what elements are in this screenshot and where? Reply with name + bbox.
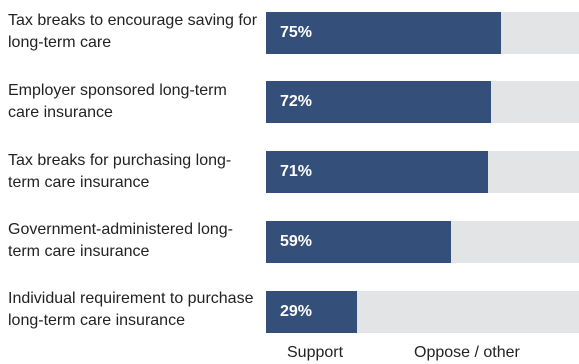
data-label: 59%: [280, 233, 313, 250]
legend-support: Support: [287, 344, 344, 361]
oppose-bar: 75%: [266, 12, 579, 54]
support-bar: 29%: [266, 291, 357, 333]
support-bar: 59%: [266, 221, 451, 263]
category-label: Tax breaks to encourage saving for long-…: [8, 12, 258, 51]
category-label: Government-administered long-term care i…: [8, 221, 233, 260]
category-label: Tax breaks for purchasing long-term care…: [8, 152, 232, 191]
data-label: 29%: [280, 303, 313, 320]
oppose-bar: 71%: [266, 151, 579, 193]
oppose-bar: 59%: [266, 221, 579, 263]
support-bar: 75%: [266, 12, 501, 54]
category-label: Employer sponsored long-term care insura…: [8, 82, 227, 121]
data-label: 71%: [280, 163, 313, 180]
category-label: Individual requirement to purchase long-…: [8, 290, 254, 329]
legend-oppose: Oppose / other: [414, 344, 520, 361]
oppose-bar: 29%: [266, 291, 579, 333]
oppose-bar: 72%: [266, 81, 579, 123]
support-bar: 72%: [266, 81, 492, 123]
data-label: 72%: [280, 93, 313, 110]
support-bar: 71%: [266, 151, 489, 193]
data-label: 75%: [280, 24, 313, 41]
